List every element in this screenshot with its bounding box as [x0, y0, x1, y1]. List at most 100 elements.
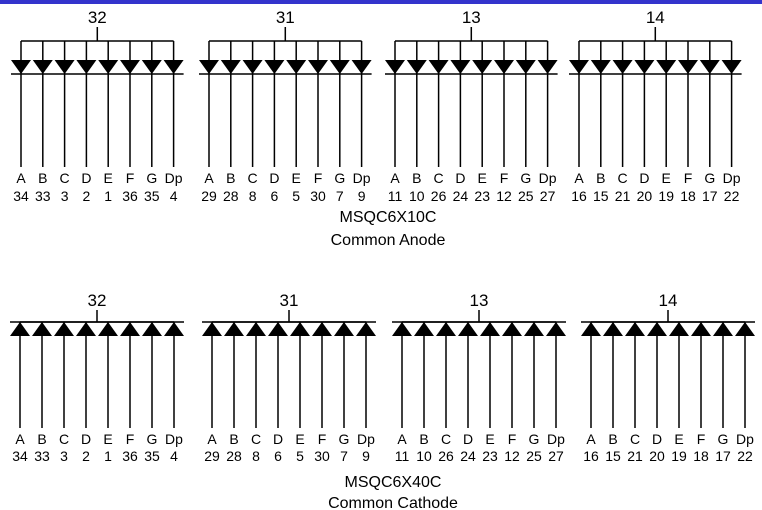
diode-symbol	[290, 322, 310, 336]
segment-b: B 33	[32, 41, 53, 204]
pin-number-label: 35	[144, 188, 160, 204]
pin-number-label: 10	[409, 188, 425, 204]
diode-symbol	[414, 322, 434, 336]
segment-b: B10	[414, 322, 434, 464]
segment-letter-label: Dp	[723, 170, 741, 186]
segment-letter-label: A	[15, 431, 25, 447]
segment-f: F 30	[308, 41, 328, 204]
segment-c: C21	[612, 41, 633, 204]
segment-letter-label: A	[16, 170, 26, 186]
segment-letter-label: C	[441, 431, 451, 447]
pin-number-label: 17	[702, 188, 718, 204]
segment-c: C3	[54, 41, 75, 204]
cathode-model-label: MSQC6X40C	[345, 474, 442, 491]
segment-letter-label: E	[104, 170, 113, 186]
diode-symbol	[246, 322, 266, 336]
pin-number-label: 35	[144, 448, 160, 464]
segment-letter-label: F	[500, 170, 509, 186]
segment-f: F12	[502, 322, 522, 464]
pin-number-label: 19	[671, 448, 687, 464]
segment-letter-label: A	[204, 170, 214, 186]
segment-letter-label: G	[146, 170, 157, 186]
segment-d: D 24	[450, 41, 471, 204]
segment-letter-label: C	[248, 170, 258, 186]
segment-letter-label: F	[126, 431, 135, 447]
segment-e: E5	[290, 322, 310, 464]
segment-d: D2	[76, 322, 96, 464]
segment-b: B10	[406, 41, 427, 204]
top-accent-bar	[0, 0, 762, 4]
pin-number-label: 15	[605, 448, 621, 464]
segment-g: G35	[142, 322, 162, 464]
diode-symbol	[11, 60, 31, 74]
diode-symbol	[142, 322, 162, 336]
pin-number-label: 4	[170, 188, 178, 204]
diode-symbol	[656, 60, 677, 74]
segment-letter-label: A	[207, 431, 217, 447]
segment-letter-label: C	[251, 431, 261, 447]
pin-number-label: 36	[122, 448, 138, 464]
diode-symbol	[647, 322, 667, 336]
segment-letter-label: B	[419, 431, 428, 447]
segment-letter-label: G	[334, 170, 345, 186]
diode-symbol	[634, 60, 655, 74]
diode-symbol	[199, 60, 219, 74]
diode-symbol	[472, 60, 493, 74]
diode-symbol	[268, 322, 288, 336]
diode-symbol	[524, 322, 544, 336]
segment-letter-label: Dp	[736, 431, 754, 447]
segment-letter-label: C	[60, 170, 70, 186]
pin-number-label: 26	[438, 448, 454, 464]
digit-13: 13 A 11 B 10 C 26 D 24 E 23 F 12 G 25 Dp 27	[385, 8, 558, 204]
segment-e: E 23	[472, 41, 493, 204]
segment-b: B15	[603, 322, 623, 464]
segment-c: C21	[625, 322, 645, 464]
pin-number-label: 8	[252, 448, 260, 464]
diode-symbol	[141, 60, 162, 74]
diode-symbol	[494, 60, 514, 74]
pin-number-label: 6	[271, 188, 279, 204]
segment-dp: Dp9	[356, 322, 376, 464]
segment-letter-label: C	[59, 431, 69, 447]
segment-d: D2	[76, 41, 97, 204]
segment-f: F 36	[120, 41, 140, 204]
pin-number-label: 28	[223, 188, 239, 204]
pin-number-label: 2	[83, 188, 91, 204]
segment-letter-label: C	[618, 170, 628, 186]
segment-letter-label: B	[229, 431, 238, 447]
segment-letter-label: G	[339, 431, 350, 447]
segment-dp: Dp 22	[721, 41, 742, 204]
diode-symbol	[32, 322, 52, 336]
diode-symbol	[436, 322, 456, 336]
segment-a: A 11	[385, 41, 405, 204]
diode-symbol	[10, 322, 30, 336]
diode-symbol	[678, 60, 698, 74]
diode-symbol	[242, 60, 263, 74]
diode-symbol	[308, 60, 328, 74]
diode-symbol	[721, 60, 742, 74]
segment-letter-label: B	[38, 170, 47, 186]
segment-letter-label: G	[718, 431, 729, 447]
diode-symbol	[54, 322, 74, 336]
common-pin-label: 31	[280, 291, 299, 310]
diode-symbol	[351, 60, 372, 74]
anode-model-label: MSQC6X10C	[340, 209, 437, 226]
segment-letter-label: B	[596, 170, 605, 186]
segment-letter-label: Dp	[539, 170, 557, 186]
pin-number-label: 2	[82, 448, 90, 464]
diode-symbol	[264, 60, 285, 74]
segment-c: C3	[54, 322, 74, 464]
diode-symbol	[581, 322, 601, 336]
pin-number-label: 34	[12, 448, 28, 464]
segment-letter-label: E	[295, 431, 304, 447]
segment-e: E1	[98, 322, 118, 464]
segment-letter-label: D	[652, 431, 662, 447]
segment-g: G17	[713, 322, 733, 464]
diode-symbol	[286, 60, 307, 74]
segment-letter-label: A	[586, 431, 596, 447]
pin-number-label: 15	[593, 188, 609, 204]
diode-symbol	[334, 322, 354, 336]
diode-symbol	[312, 322, 332, 336]
